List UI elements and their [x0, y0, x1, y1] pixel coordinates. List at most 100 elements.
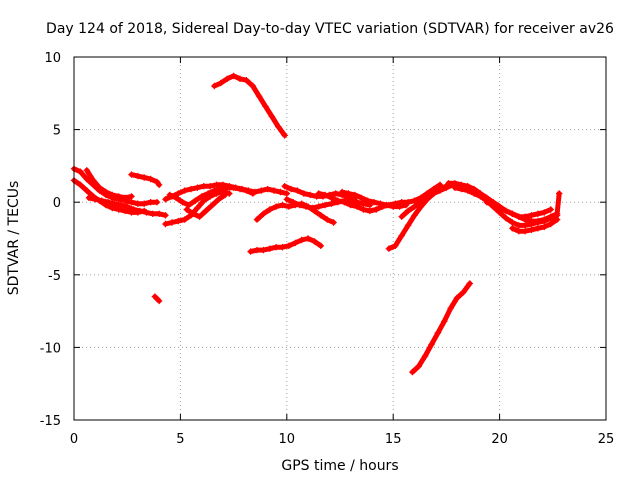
x-axis-label: GPS time / hours: [281, 458, 398, 474]
data-point-plus: [477, 193, 484, 200]
data-point-plus: [509, 219, 516, 226]
data-point-plus: [404, 207, 412, 215]
data-point-plus: [187, 185, 195, 193]
series-track-w: [483, 190, 563, 225]
data-point-plus: [383, 201, 390, 209]
data-point-plus: [151, 293, 159, 300]
data-point-plus: [207, 193, 214, 200]
data-point-plus: [502, 207, 510, 215]
data-point-plus: [528, 217, 535, 225]
data-point-plus: [547, 220, 554, 228]
data-point-plus: [541, 209, 548, 216]
data-point-plus: [185, 201, 193, 209]
x-tick-label: 25: [598, 432, 615, 447]
data-point-plus: [147, 199, 154, 206]
data-point-plus: [128, 193, 135, 200]
data-point-plus: [155, 210, 163, 217]
data-point-plus: [515, 228, 522, 235]
data-point-plus: [470, 190, 478, 197]
data-point-plus: [230, 184, 237, 191]
data-point-plus: [175, 217, 182, 225]
data-point-plus: [521, 222, 529, 229]
data-point-plus: [162, 220, 169, 228]
data-point-plus: [285, 242, 293, 249]
data-point-plus: [315, 203, 322, 210]
data-point-plus: [315, 190, 322, 197]
data-point-plus: [430, 190, 437, 197]
y-tick-label: 5: [53, 124, 61, 139]
data-point-plus: [268, 113, 276, 120]
data-point-plus: [266, 245, 273, 252]
data-point-plus: [547, 206, 554, 213]
data-point-plus: [341, 199, 348, 206]
series-track-l: [247, 235, 324, 255]
data-point-plus: [215, 196, 222, 203]
data-point-plus: [360, 200, 367, 207]
data-point-plus: [283, 190, 290, 197]
data-point-plus: [317, 242, 324, 249]
data-point-plus: [211, 82, 218, 90]
data-point-plus: [328, 194, 335, 201]
data-point-plus: [277, 188, 284, 196]
data-point-plus: [534, 210, 542, 217]
data-point-plus: [415, 363, 422, 370]
data-point-plus: [528, 226, 535, 233]
data-point-plus: [136, 207, 144, 215]
x-tick-label: 20: [491, 432, 508, 447]
data-point-plus: [90, 177, 97, 184]
axis-ticks: [73, 56, 607, 421]
data-point-plus: [334, 197, 342, 204]
series-track-j: [183, 191, 229, 220]
series-trace: [409, 281, 473, 375]
data-point-plus: [351, 191, 359, 199]
data-point-plus: [209, 201, 216, 209]
data-point-plus: [358, 194, 365, 201]
data-point-plus: [181, 187, 188, 194]
data-point-plus: [390, 203, 397, 210]
data-point-plus: [377, 200, 384, 207]
data-point-plus: [147, 175, 154, 183]
data-point-plus: [124, 203, 131, 210]
series-track-c: [83, 167, 135, 201]
data-point-plus: [294, 187, 301, 194]
data-point-plus: [279, 244, 286, 251]
data-point-plus: [253, 246, 261, 254]
data-point-plus: [434, 329, 442, 337]
data-point-plus: [290, 199, 297, 206]
data-marks: [70, 72, 563, 376]
data-point-plus: [162, 212, 169, 219]
data-point-plus: [515, 213, 522, 220]
data-point-plus: [198, 193, 205, 200]
data-point-plus: [128, 171, 135, 178]
data-point-plus: [249, 82, 256, 90]
data-point-plus: [547, 213, 554, 220]
data-point-plus: [321, 201, 329, 209]
data-point-plus: [236, 75, 244, 82]
data-point-plus: [207, 183, 214, 190]
x-tick-labels: 0 5 10 15 20 25: [70, 432, 614, 447]
data-point-plus: [385, 245, 393, 252]
data-point-plus: [309, 204, 316, 212]
series-track-p: [315, 181, 444, 215]
data-point-plus: [149, 210, 156, 217]
data-point-plus: [264, 185, 271, 193]
data-point-plus: [255, 93, 263, 100]
data-point-plus: [77, 168, 84, 175]
data-point-plus: [353, 203, 361, 210]
data-point-plus: [370, 199, 378, 206]
data-point-plus: [281, 183, 288, 190]
data-point-plus: [458, 185, 465, 193]
y-tick-label: 10: [44, 51, 61, 66]
data-point-plus: [483, 199, 490, 206]
y-tick-label: 0: [53, 196, 61, 211]
data-point-plus: [117, 201, 124, 209]
data-point-plus: [441, 318, 448, 325]
data-point-plus: [509, 225, 516, 232]
data-point-plus: [217, 79, 224, 87]
data-point-plus: [328, 200, 335, 207]
data-point-plus: [411, 212, 418, 219]
data-point-plus: [260, 246, 267, 254]
data-point-plus: [258, 187, 265, 194]
data-point-plus: [281, 132, 288, 139]
data-point-plus: [175, 190, 182, 197]
